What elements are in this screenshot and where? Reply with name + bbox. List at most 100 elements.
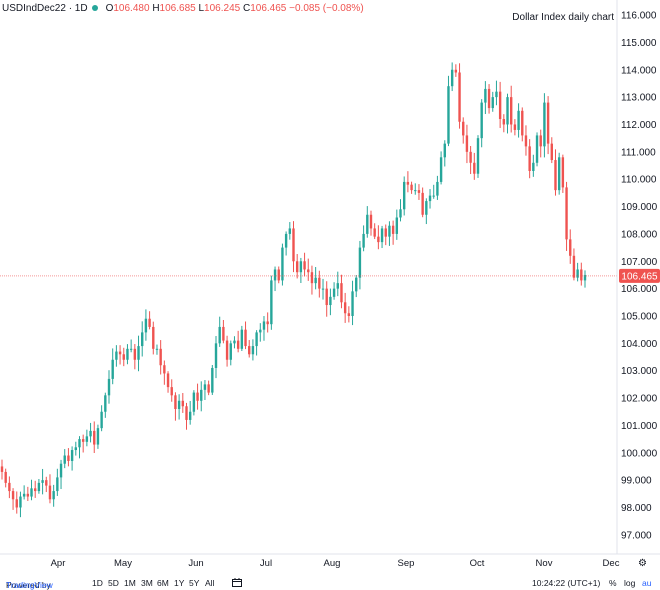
candle [81,434,85,453]
candle-body [70,450,74,461]
candle [550,137,553,164]
candle-body [174,395,177,410]
candle [535,132,539,167]
range-1d-button[interactable]: 1D [92,578,103,588]
clock-time[interactable]: 10:24:22 (UTC+1) [532,578,601,588]
candle-body [506,97,509,125]
range-6m-button[interactable]: 6M [157,578,169,588]
candle-body [0,466,4,472]
candle-body [181,400,185,407]
candle [74,441,77,456]
candle-body [510,97,513,125]
candle [133,344,137,370]
candle-body [402,181,406,210]
candle [244,321,247,350]
candle [447,75,450,147]
price-axis[interactable]: 97.000 98.000 99.000 100.000 101.000 102.000 1… [621,11,658,542]
candle-body [307,269,310,273]
candle-body [358,247,362,278]
candle [332,282,336,300]
candle [100,405,103,432]
candle [4,468,7,488]
candle [554,149,557,196]
range-5y-button[interactable]: 5Y [189,578,200,588]
candle [517,103,520,138]
candle-body [550,143,553,161]
candle-body [126,348,129,360]
candle-body [391,225,395,234]
price-chart[interactable]: 97.000 98.000 99.000 100.000 101.000 102.000 1… [0,0,660,576]
candle [314,267,317,290]
price-tick-label: 114.000 [621,65,657,76]
candle-body [377,236,380,243]
candle-body [318,277,321,289]
candle-body [369,214,373,229]
candle [214,336,218,379]
low-label: L [198,3,205,14]
candle [70,446,74,471]
candle [543,93,546,158]
range-1m-button[interactable]: 1M [124,578,136,588]
change-value: −0.085 (−0.08%) [289,3,364,14]
time-tick-label: Jun [188,558,203,569]
candle-body [155,348,159,350]
candle-body [554,160,557,191]
range-all-button[interactable]: All [205,578,215,588]
candle-body [185,406,188,420]
candle [181,392,185,413]
range-1y-button[interactable]: 1Y [174,578,185,588]
tradingview-logo[interactable]: TradingView [6,580,53,590]
price-tick-label: 113.000 [621,93,657,104]
candle [329,288,332,316]
candle-body [502,119,506,125]
candle-body [299,261,303,273]
candle [174,392,177,421]
candle [414,183,417,195]
candle-body [532,162,535,171]
candle [484,81,487,115]
candle [318,270,321,298]
gear-icon[interactable]: ⚙ [638,558,647,569]
candle [240,325,244,352]
range-5d-button[interactable]: 5D [108,578,119,588]
high-value: 106.685 [159,3,196,14]
candle-body [410,184,413,191]
candle [0,459,4,480]
candle-body [196,392,199,401]
percent-scale-toggle[interactable]: % [609,578,617,588]
candle [487,84,491,114]
candle [67,448,70,467]
candle [539,129,542,158]
candle-body [159,348,162,366]
candles-layer [0,62,587,518]
auto-scale-toggle[interactable]: au [642,578,652,588]
candle-body [129,348,133,350]
candle [402,176,406,216]
candle-body [336,283,339,289]
candle-body [450,69,454,87]
symbol-name[interactable]: USDIndDec22 · 1D [2,3,88,14]
candle [159,340,162,375]
time-tick-label: Jul [260,558,272,569]
candle-body [233,340,236,344]
candle [336,271,339,297]
calendar-range-icon[interactable] [232,578,242,589]
last-price-badge: 106.465 [619,268,660,283]
candle-body [222,326,225,341]
time-axis[interactable]: Apr May Jun Jul Aug Sep Oct Nov Dec [51,558,620,569]
high-label: H [152,3,160,14]
candle [144,309,148,341]
price-tick-label: 101.000 [621,421,658,432]
candle-body [384,228,387,237]
candle [325,281,328,317]
candle [303,252,306,277]
candle [450,62,454,92]
range-3m-button[interactable]: 3M [141,578,153,588]
candle-body [443,143,446,158]
candle-body [118,351,122,355]
candle [111,348,114,385]
candle-body [484,88,487,103]
candle-body [85,436,89,442]
log-scale-toggle[interactable]: log [624,578,636,588]
candle [480,99,483,148]
